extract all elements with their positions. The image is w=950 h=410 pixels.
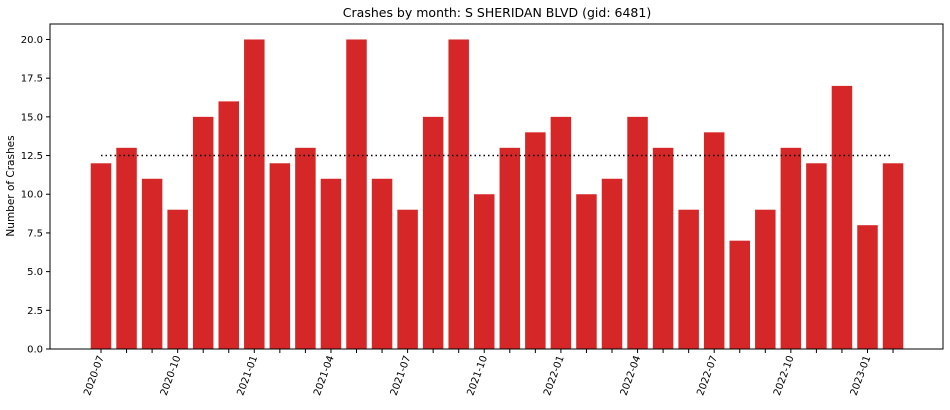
bar [346,39,367,349]
bar [882,163,904,349]
y-tick-label: 20.0 [21,35,43,46]
x-tick-label: 2022-04 [619,354,644,397]
x-tick-label: 2021-04 [312,354,337,397]
y-tick-label: 17.5 [21,74,43,85]
x-tick-label: 2023-01 [849,354,874,397]
bar [141,178,163,349]
bar [244,39,265,349]
bar [397,209,418,349]
y-tick-label: 10.0 [21,190,43,201]
bar [499,147,521,349]
x-tick-label: 2022-10 [772,354,797,397]
bar [652,147,674,349]
bar [422,116,444,349]
y-tick-label: 7.5 [27,228,43,239]
bar [320,178,342,349]
bar [601,178,623,349]
bar [627,116,648,349]
bar [218,101,239,349]
x-tick-label: 2021-10 [465,354,490,397]
bar [525,132,546,349]
bar [269,163,291,349]
bar [371,178,393,349]
bar [831,85,853,350]
bar [192,116,214,349]
bar [550,116,572,349]
y-tick-label: 5.0 [27,267,43,278]
y-axis: 0.0 2.5 5.0 7.5 10.0 12.5 15.0 17.5 20.0 [21,35,50,356]
bar [678,209,699,349]
chart-title: Crashes by month: S SHERIDAN BLVD (gid: … [343,5,651,20]
x-tick-label: 2021-07 [389,354,414,397]
y-tick-label: 0.0 [27,345,43,356]
y-tick-label: 15.0 [21,112,43,123]
x-tick-label: 2022-07 [695,354,720,397]
plot-frame [49,23,944,350]
bar [703,132,725,349]
y-tick-label: 12.5 [21,151,43,162]
bar [448,39,469,349]
bar [116,147,137,349]
bar [780,147,802,349]
bar [729,240,750,349]
bar [167,209,188,349]
bar [90,163,112,349]
bar [857,225,878,349]
bar [295,147,316,349]
y-tick-label: 2.5 [27,306,43,317]
x-axis: 2020-07 2020-10 2021-01 2021-04 2021-07 2021-… [82,349,894,397]
x-tick-label: 2020-10 [159,354,184,397]
bars-group [90,39,904,350]
x-tick-label: 2020-07 [82,354,107,397]
bar [474,194,495,349]
bar [755,209,776,349]
bar [806,163,827,349]
x-tick-label: 2022-01 [542,354,567,397]
bar [576,194,597,349]
y-axis-label: Number of Crashes [5,135,17,236]
x-tick-label: 2021-01 [235,354,260,397]
